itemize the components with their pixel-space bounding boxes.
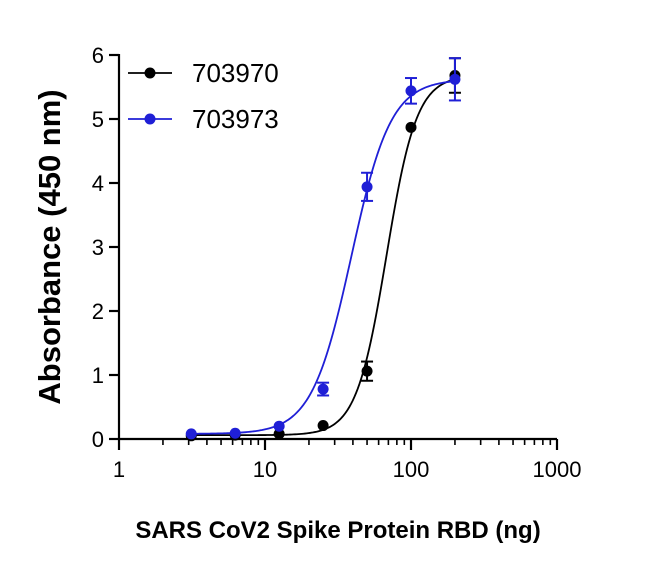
y-tick-label: 5 (92, 107, 104, 132)
legend: 703970 703973 (128, 58, 279, 134)
data-points (185, 57, 461, 442)
legend-label-703970: 703970 (192, 58, 279, 88)
data-point-703973 (317, 383, 329, 395)
x-axis-title: SARS CoV2 Spike Protein RBD (ng) (135, 517, 540, 544)
data-point-703970 (405, 121, 417, 133)
x-tick-label: 1 (113, 457, 125, 482)
y-tick-label: 1 (92, 363, 104, 388)
x-tick-label: 100 (393, 457, 430, 482)
y-tick-label: 0 (92, 427, 104, 452)
x-tick-label: 1000 (533, 457, 582, 482)
legend-marker-703970 (144, 67, 156, 79)
fit-curve-703973 (191, 80, 456, 435)
y-tick-label: 2 (92, 299, 104, 324)
legend-marker-703973 (144, 113, 156, 125)
y-axis-title: Absorbance (450 nm) (32, 89, 67, 404)
x-tick-label: 10 (253, 457, 277, 482)
data-point-703970 (273, 428, 285, 440)
legend-label-703973: 703973 (192, 104, 279, 134)
data-point-703973 (229, 427, 241, 439)
data-point-703970 (317, 420, 329, 432)
data-point-703973 (405, 85, 417, 97)
y-tick-label: 6 (92, 43, 104, 68)
data-point-703970 (361, 365, 373, 377)
y-tick-label: 3 (92, 235, 104, 260)
data-point-703973 (449, 73, 461, 85)
data-point-703973 (273, 420, 285, 432)
data-point-703973 (185, 428, 197, 440)
y-tick-label: 4 (92, 171, 104, 196)
data-point-703973 (361, 181, 373, 193)
